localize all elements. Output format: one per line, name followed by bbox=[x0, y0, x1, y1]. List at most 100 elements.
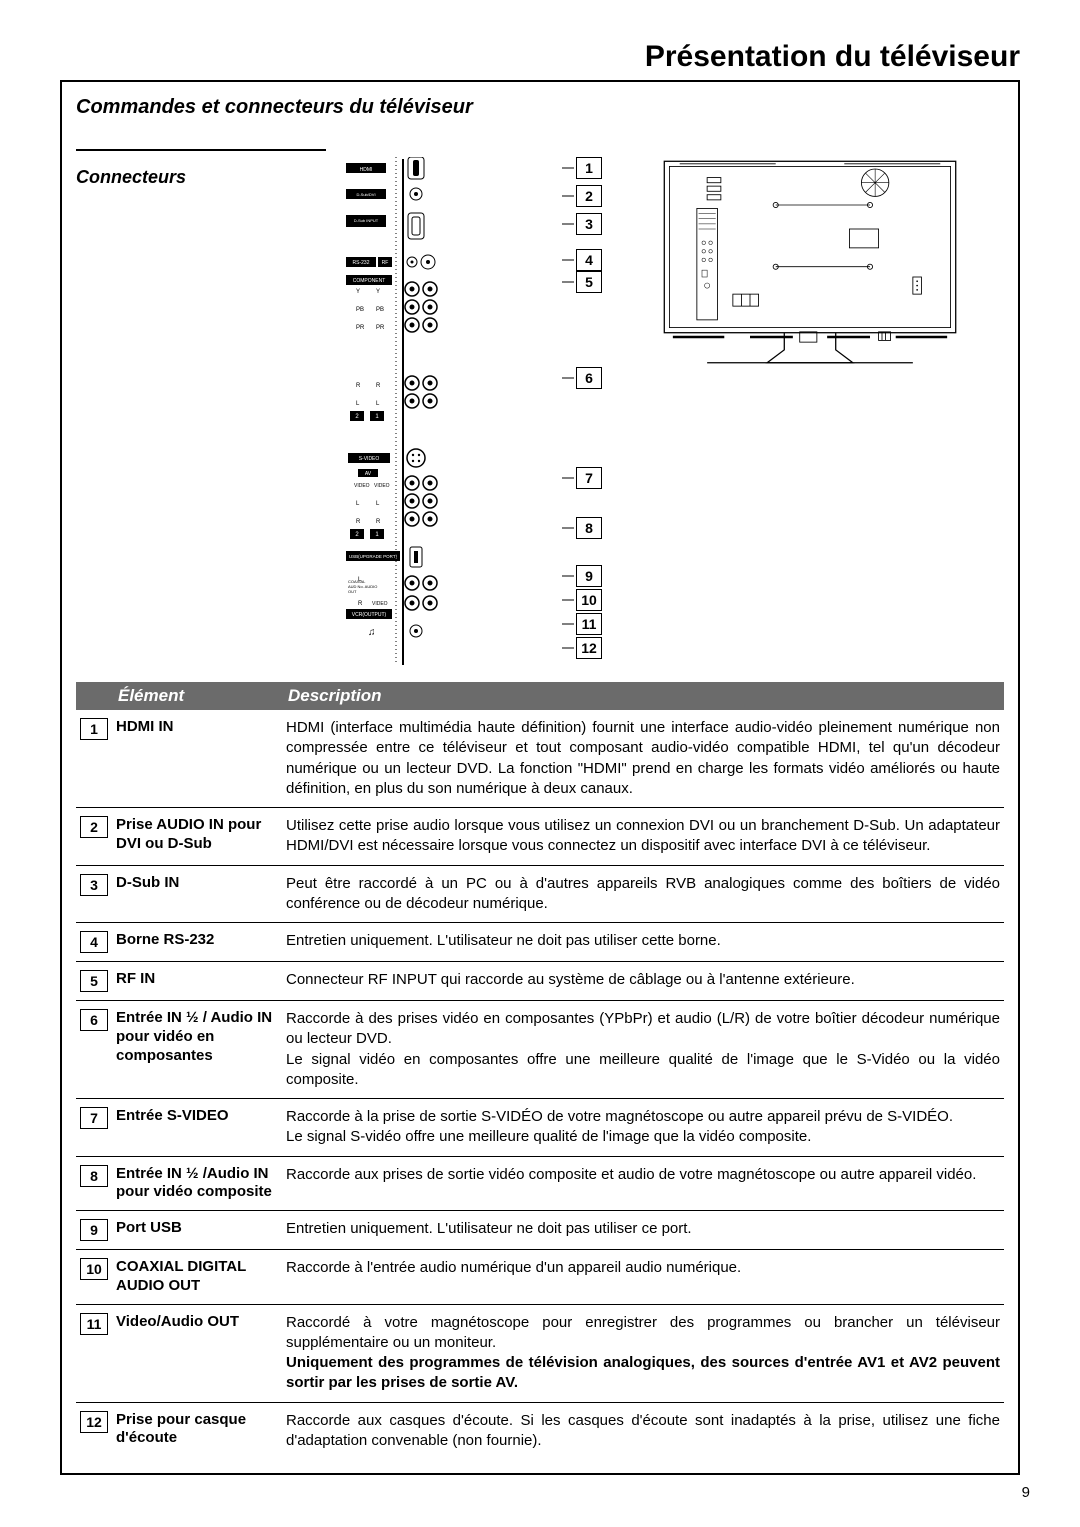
row-description: Raccorde à des prises vidéo en composant… bbox=[282, 1007, 1004, 1090]
svg-text:USB(UPGRADE PORT): USB(UPGRADE PORT) bbox=[349, 554, 398, 559]
svg-text:COMPONENT: COMPONENT bbox=[353, 278, 386, 284]
row-number: 4 bbox=[80, 931, 108, 953]
row-number: 3 bbox=[80, 874, 108, 896]
callout-2: 2 bbox=[576, 185, 602, 207]
svg-text:HDMI: HDMI bbox=[360, 167, 373, 173]
table-row: 7Entrée S-VIDEORaccorde à la prise de so… bbox=[76, 1099, 1004, 1157]
row-description: Raccordé à votre magnétoscope pour enreg… bbox=[282, 1311, 1004, 1394]
row-description: Raccorde aux casques d'écoute. Si les ca… bbox=[282, 1409, 1004, 1452]
callout-7: 7 bbox=[576, 467, 602, 489]
row-description: Entretien uniquement. L'utilisateur ne d… bbox=[282, 1217, 1004, 1239]
row-number: 9 bbox=[80, 1219, 108, 1241]
col-header-element: Élément bbox=[112, 682, 282, 710]
callout-1: 1 bbox=[576, 157, 602, 179]
table-row: 3D-Sub INPeut être raccordé à un PC ou à… bbox=[76, 866, 1004, 924]
svg-text:D-Sub/DVI: D-Sub/DVI bbox=[356, 192, 375, 197]
svg-text:OUT: OUT bbox=[348, 589, 357, 594]
table-row: 12Prise pour casque d'écouteRaccorde aux… bbox=[76, 1403, 1004, 1460]
row-name: Entrée IN ½ /Audio IN pour vidéo composi… bbox=[112, 1163, 282, 1203]
svg-text:VCR(OUTPUT): VCR(OUTPUT) bbox=[352, 612, 387, 618]
row-name: Entrée IN ½ / Audio IN pour vidéo en com… bbox=[112, 1007, 282, 1065]
row-description-bold: Uniquement des programmes de télévision … bbox=[286, 1354, 1000, 1391]
row-number: 2 bbox=[80, 816, 108, 838]
col-header-description: Description bbox=[282, 682, 1004, 710]
callout-11: 11 bbox=[576, 613, 602, 635]
row-name: Port USB bbox=[112, 1217, 282, 1238]
callout-5: 5 bbox=[576, 271, 602, 293]
row-name: COAXIAL DIGITAL AUDIO OUT bbox=[112, 1256, 282, 1296]
main-content-box: Commandes et connecteurs du téléviseur C… bbox=[60, 80, 1020, 1475]
row-number: 8 bbox=[80, 1165, 108, 1187]
row-description: Peut être raccordé à un PC ou à d'autres… bbox=[282, 872, 1004, 915]
row-name: D-Sub IN bbox=[112, 872, 282, 893]
svg-text:PB: PB bbox=[356, 307, 364, 313]
callout-4: 4 bbox=[576, 249, 602, 271]
svg-text:L: L bbox=[356, 401, 360, 407]
callout-column: 123456789101112 bbox=[572, 157, 612, 667]
connector-panel-svg: HDMI D-Sub/DVI D-Sub INPUT RS-232 RF bbox=[344, 157, 504, 667]
table-row: 4Borne RS-232Entretien uniquement. L'uti… bbox=[76, 923, 1004, 962]
svg-text:VIDEO: VIDEO bbox=[372, 601, 388, 607]
row-description: Raccorde aux prises de sortie vidéo comp… bbox=[282, 1163, 1004, 1185]
row-name: Video/Audio OUT bbox=[112, 1311, 282, 1332]
svg-text:L: L bbox=[376, 501, 380, 507]
page-title: Présentation du téléviseur bbox=[60, 40, 1020, 74]
callout-3: 3 bbox=[576, 213, 602, 235]
table-row: 5RF INConnecteur RF INPUT qui raccorde a… bbox=[76, 962, 1004, 1001]
table-row: 1HDMI INHDMI (interface multimédia haute… bbox=[76, 710, 1004, 808]
svg-text:R: R bbox=[376, 519, 381, 525]
svg-text:PR: PR bbox=[356, 325, 365, 331]
table-header: Élément Description bbox=[76, 682, 1004, 710]
table-row: 10COAXIAL DIGITAL AUDIO OUTRaccorde à l'… bbox=[76, 1250, 1004, 1305]
row-name: RF IN bbox=[112, 968, 282, 989]
row-description: Raccorde à la prise de sortie S-VIDÉO de… bbox=[282, 1105, 1004, 1148]
connectors-heading: Connecteurs bbox=[76, 157, 326, 188]
tv-rear-diagram bbox=[630, 157, 1004, 402]
table-body: 1HDMI INHDMI (interface multimédia haute… bbox=[76, 710, 1004, 1459]
tv-rear-svg bbox=[630, 157, 990, 397]
row-name: HDMI IN bbox=[112, 716, 282, 737]
row-number: 6 bbox=[80, 1009, 108, 1031]
svg-text:Y: Y bbox=[356, 289, 360, 295]
row-description: HDMI (interface multimédia haute définit… bbox=[282, 716, 1004, 799]
svg-text:Y: Y bbox=[376, 289, 380, 295]
row-description: Connecteur RF INPUT qui raccorde au syst… bbox=[282, 968, 1004, 990]
row-name: Entrée S-VIDEO bbox=[112, 1105, 282, 1126]
svg-text:S-VIDEO: S-VIDEO bbox=[359, 456, 380, 462]
svg-text:R: R bbox=[356, 383, 361, 389]
row-number: 1 bbox=[80, 718, 108, 740]
row-name: Borne RS-232 bbox=[112, 929, 282, 950]
table-row: 9Port USBEntretien uniquement. L'utilisa… bbox=[76, 1211, 1004, 1250]
table-row: 8Entrée IN ½ /Audio IN pour vidéo compos… bbox=[76, 1157, 1004, 1212]
row-name: Prise pour casque d'écoute bbox=[112, 1409, 282, 1449]
svg-text:PB: PB bbox=[376, 307, 384, 313]
connectors-area: Connecteurs HDMI D-Sub/DVI D-Sub INPUT bbox=[76, 157, 1004, 672]
callout-8: 8 bbox=[576, 517, 602, 539]
svg-text:R: R bbox=[358, 601, 363, 607]
table-row: 6Entrée IN ½ / Audio IN pour vidéo en co… bbox=[76, 1001, 1004, 1099]
row-name: Prise AUDIO IN pour DVI ou D-Sub bbox=[112, 814, 282, 854]
callout-12: 12 bbox=[576, 637, 602, 659]
table-row: 2Prise AUDIO IN pour DVI ou D-SubUtilise… bbox=[76, 808, 1004, 866]
callout-10: 10 bbox=[576, 589, 602, 611]
row-number: 5 bbox=[80, 970, 108, 992]
table-row: 11Video/Audio OUTRaccordé à votre magnét… bbox=[76, 1305, 1004, 1403]
row-number: 10 bbox=[80, 1258, 108, 1280]
svg-text:VIDEO: VIDEO bbox=[374, 483, 390, 489]
row-description: Raccorde à l'entrée audio numérique d'un… bbox=[282, 1256, 1004, 1278]
divider bbox=[76, 149, 326, 151]
row-number: 11 bbox=[80, 1313, 108, 1335]
svg-text:RF: RF bbox=[382, 260, 389, 266]
svg-text:VIDEO: VIDEO bbox=[354, 483, 370, 489]
connector-panel-diagram: HDMI D-Sub/DVI D-Sub INPUT RS-232 RF bbox=[344, 157, 554, 672]
callout-9: 9 bbox=[576, 565, 602, 587]
page-number: 9 bbox=[1022, 1484, 1030, 1501]
section-subtitle: Commandes et connecteurs du téléviseur bbox=[76, 96, 1004, 119]
svg-text:RS-232: RS-232 bbox=[353, 260, 370, 266]
svg-text:R: R bbox=[356, 519, 361, 525]
svg-text:AV: AV bbox=[365, 471, 372, 477]
row-description: Entretien uniquement. L'utilisateur ne d… bbox=[282, 929, 1004, 951]
svg-text:PR: PR bbox=[376, 325, 385, 331]
row-description: Utilisez cette prise audio lorsque vous … bbox=[282, 814, 1004, 857]
callout-6: 6 bbox=[576, 367, 602, 389]
